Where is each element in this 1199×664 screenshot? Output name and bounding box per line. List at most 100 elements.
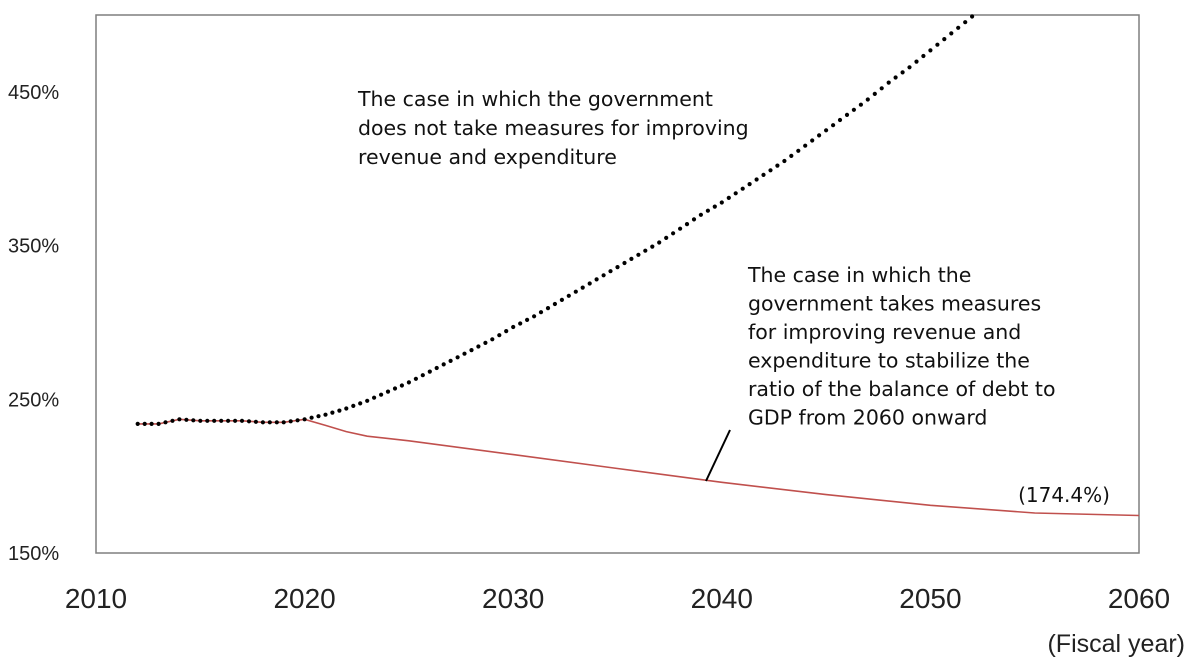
series-point-no-measures <box>705 208 711 213</box>
series-point-no-measures <box>281 420 286 425</box>
series-point-no-measures <box>726 195 731 200</box>
series-line-with-measures <box>137 418 1140 517</box>
series-point-no-measures <box>434 365 439 371</box>
series-point-no-measures <box>413 376 418 381</box>
series-point-no-measures <box>851 107 857 112</box>
series-point-no-measures <box>358 401 363 406</box>
series-point-no-measures <box>379 392 384 397</box>
series-point-no-measures <box>337 408 342 413</box>
series-point-no-measures <box>733 191 738 196</box>
series-layer <box>135 14 1140 517</box>
annotation-leader-line <box>705 429 731 482</box>
series-point-no-measures <box>483 340 488 345</box>
series-point-no-measures <box>747 182 752 187</box>
series-point-no-measures <box>810 138 815 143</box>
series-point-no-measures <box>504 329 509 334</box>
annotation-no-measures: The case in which the government does no… <box>357 87 755 169</box>
series-point-no-measures <box>184 417 189 422</box>
series-point-no-measures <box>532 314 537 319</box>
series-point-no-measures <box>629 256 634 261</box>
series-point-no-measures <box>817 133 822 138</box>
series-point-no-measures <box>872 91 877 96</box>
series-point-no-measures <box>907 65 912 70</box>
x-axis-ticks: 2010 2020 2030 2040 2050 2060 <box>65 583 1170 614</box>
series-point-no-measures <box>163 420 168 425</box>
annotation-with-measures-line-6: GDP from 2060 onward <box>748 406 987 430</box>
series-point-no-measures <box>865 97 870 102</box>
series-point-no-measures <box>643 248 648 253</box>
series-point-no-measures <box>316 414 321 419</box>
series-point-no-measures <box>385 389 391 394</box>
series-point-no-measures <box>900 70 905 75</box>
series-point-no-measures <box>942 37 947 42</box>
y-axis-ticks: 150% 250% 350% 450% <box>8 82 59 565</box>
series-point-no-measures <box>476 344 481 349</box>
series-point-no-measures <box>963 20 968 25</box>
x-tick-label: 2020 <box>273 583 335 614</box>
annotation-with-measures: The case in which the government takes m… <box>747 263 1062 430</box>
series-point-no-measures <box>323 412 328 417</box>
annotation-no-measures-line-1: The case in which the government <box>357 87 713 111</box>
series-point-no-measures <box>768 168 773 173</box>
series-point-no-measures <box>253 419 258 424</box>
annotation-with-measures-line-4: expenditure to stabilize the <box>748 349 1030 373</box>
series-point-no-measures <box>601 273 606 278</box>
series-point-no-measures <box>691 217 697 222</box>
series-point-no-measures <box>740 186 745 191</box>
series-point-no-measures <box>831 123 836 128</box>
series-point-no-measures <box>511 324 516 330</box>
series-point-no-measures <box>372 395 377 400</box>
y-tick-label: 250% <box>8 389 59 411</box>
series-point-no-measures <box>455 355 460 360</box>
series-point-no-measures <box>858 102 864 107</box>
annotation-no-measures-line-2: does not take measures for improving <box>358 116 749 140</box>
series-point-no-measures <box>775 163 780 168</box>
series-point-no-measures <box>392 386 398 391</box>
series-point-no-measures <box>462 351 467 356</box>
series-point-no-measures <box>559 297 565 302</box>
annotation-with-measures-line-3: for improving revenue and <box>748 320 1021 344</box>
y-tick-label: 450% <box>8 82 59 104</box>
series-point-no-measures <box>566 293 571 298</box>
series-point-no-measures <box>545 306 551 311</box>
series-point-no-measures <box>518 321 523 326</box>
series-point-no-measures <box>427 369 432 374</box>
series-point-no-measures <box>212 418 217 423</box>
series-point-no-measures <box>844 112 850 117</box>
series-point-no-measures <box>274 420 279 425</box>
series-point-no-measures <box>657 240 662 245</box>
annotation-with-measures-line-2: government takes measures <box>748 292 1041 316</box>
series-point-no-measures <box>796 148 801 153</box>
series-point-no-measures <box>177 417 182 422</box>
annotation-no-measures-line-3: revenue and expenditure <box>358 145 617 169</box>
series-point-no-measures <box>469 348 474 353</box>
series-point-no-measures <box>608 269 613 274</box>
series-point-no-measures <box>928 48 933 53</box>
series-point-no-measures <box>664 235 669 240</box>
series-point-no-measures <box>441 362 446 367</box>
y-tick-label: 150% <box>8 543 59 565</box>
series-point-no-measures <box>233 418 238 423</box>
series-point-no-measures <box>490 337 495 342</box>
series-point-no-measures <box>497 333 502 338</box>
series-point-no-measures <box>650 244 655 249</box>
x-tick-label: 2010 <box>65 583 127 614</box>
annotation-with-measures-line-5: ratio of the balance of debt to <box>748 377 1056 401</box>
series-point-no-measures <box>573 289 578 294</box>
series-point-no-measures <box>365 398 370 403</box>
series-point-no-measures <box>970 14 975 19</box>
series-point-no-measures <box>226 418 231 423</box>
x-axis-label: (Fiscal year) <box>1047 630 1185 658</box>
series-point-no-measures <box>309 415 314 420</box>
series-point-no-measures <box>552 301 558 307</box>
series-point-no-measures <box>824 128 829 133</box>
series-point-no-measures <box>782 158 787 164</box>
series-point-no-measures <box>636 252 641 257</box>
series-point-no-measures <box>142 421 147 426</box>
series-point-no-measures <box>267 420 272 425</box>
series-point-no-measures <box>205 418 210 423</box>
series-point-no-measures <box>712 204 717 209</box>
series-point-no-measures <box>622 260 627 266</box>
series-no-measures <box>135 14 975 426</box>
series-point-no-measures <box>803 143 808 148</box>
